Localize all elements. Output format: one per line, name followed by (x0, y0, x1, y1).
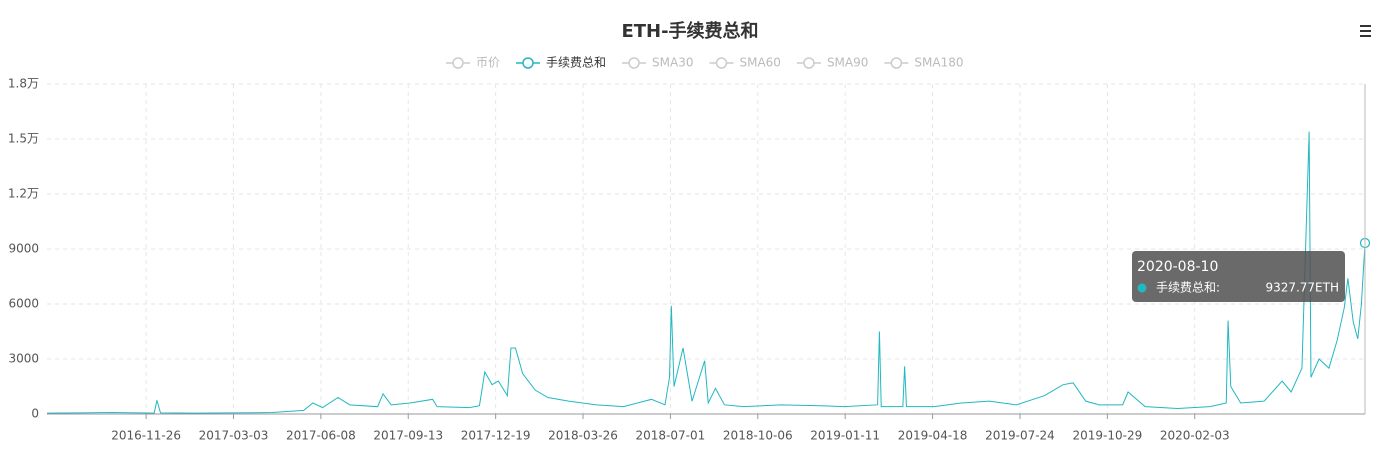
x-tick-label: 2019-01-11 (810, 429, 880, 443)
tooltip-marker (1137, 283, 1147, 293)
tooltip-value: 9327.77ETH (1265, 281, 1339, 295)
x-tick-label: 2018-03-26 (548, 429, 618, 443)
x-tick-label: 2018-10-06 (723, 429, 793, 443)
x-tick-label: 2017-06-08 (286, 429, 356, 443)
x-tick-label: 2017-03-03 (199, 429, 269, 443)
menu-icon[interactable] (1360, 25, 1371, 37)
y-tick-label: 1.2万 (8, 187, 39, 201)
legend-item[interactable]: 手续费总和 (516, 56, 606, 70)
legend-marker (522, 57, 534, 69)
legend-label: SMA90 (827, 56, 868, 70)
legend-marker (628, 57, 640, 69)
y-tick-label: 1.5万 (8, 132, 39, 146)
x-tick-label: 2019-04-18 (898, 429, 968, 443)
chart-title: ETH-手续费总和 (621, 20, 758, 42)
legend-item[interactable]: 币价 (446, 56, 500, 70)
tooltip-series: 手续费总和: (1156, 281, 1220, 295)
legend-marker (890, 57, 903, 69)
legend-label: 手续费总和 (546, 56, 606, 70)
y-tick-label: 6000 (8, 297, 39, 311)
legend-marker (803, 57, 815, 69)
legend-marker (452, 57, 464, 69)
legend-item[interactable]: SMA60 (709, 56, 781, 70)
x-tick-label: 2017-12-19 (461, 429, 531, 443)
legend-item[interactable]: SMA90 (796, 56, 868, 70)
y-tick-label: 9000 (8, 242, 39, 256)
x-tick-label: 2016-11-26 (111, 429, 181, 443)
legend-label: SMA180 (914, 56, 963, 70)
y-tick-label: 0 (31, 407, 39, 421)
legend-label: SMA30 (652, 56, 693, 70)
tooltip-box (1132, 251, 1345, 302)
x-tick-label: 2018-07-01 (636, 429, 706, 443)
legend-item[interactable]: SMA180 (884, 56, 963, 70)
legend-item[interactable]: SMA30 (622, 56, 693, 70)
y-tick-label: 3000 (8, 352, 39, 366)
y-tick-label: 1.8万 (8, 77, 39, 91)
x-tick-label: 2019-07-24 (985, 429, 1055, 443)
data-line (46, 131, 1366, 414)
legend-marker (715, 57, 728, 69)
legend-label: SMA60 (739, 56, 780, 70)
tooltip-date: 2020-08-10 (1137, 259, 1218, 275)
x-tick-label: 2017-09-13 (373, 429, 443, 443)
x-tick-label: 2019-10-29 (1072, 429, 1142, 443)
tooltip: 2020-08-10 手续费总和: 9327.77ETH (1132, 251, 1345, 302)
x-tick-label: 2020-02-03 (1160, 429, 1230, 443)
legend-label: 币价 (476, 56, 500, 70)
